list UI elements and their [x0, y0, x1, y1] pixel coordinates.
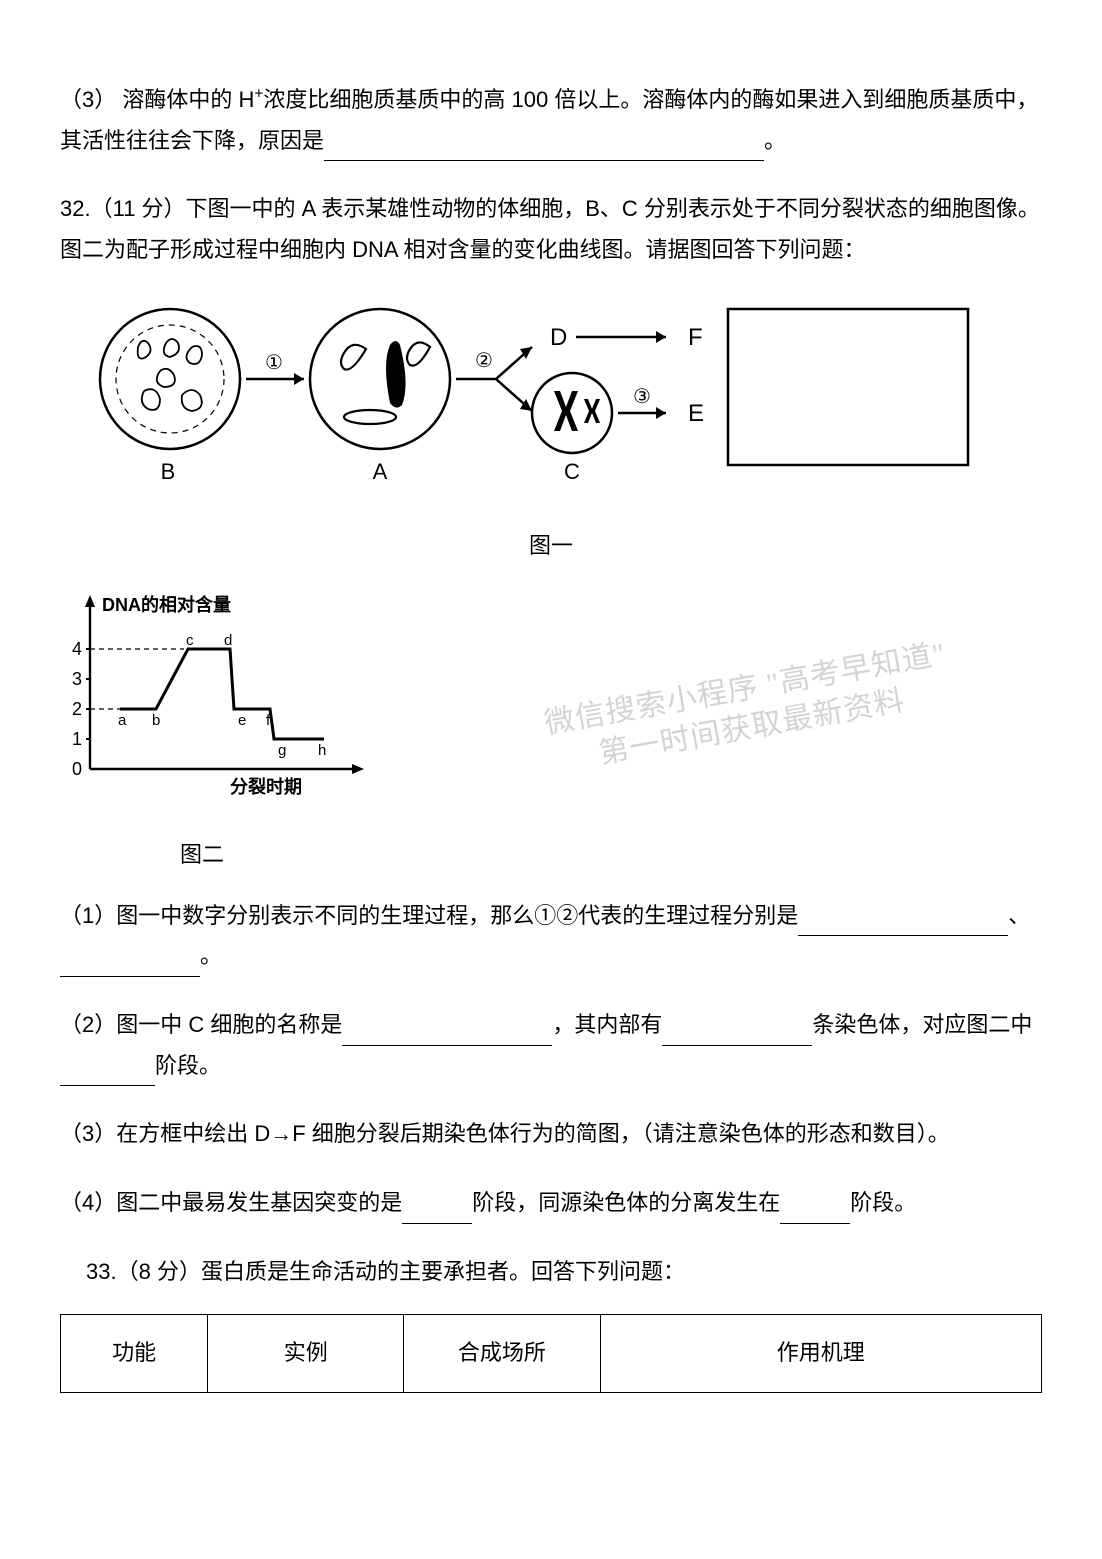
svg-text:4: 4: [72, 639, 82, 659]
q31-3-label: （3）: [60, 87, 116, 112]
figure-1-svg: B ① A ② D: [60, 299, 980, 499]
q32-1-line2tail: 。: [200, 943, 222, 968]
blank-line: [662, 1019, 812, 1045]
blank-line: [342, 1019, 552, 1045]
svg-text:1: 1: [72, 729, 82, 749]
fig1-label-B: B: [161, 459, 176, 484]
fig2-ylabel: DNA的相对含量: [102, 594, 231, 615]
watermark: 微信搜索小程序 "高考早知道" 第一时间获取最新资料: [541, 634, 955, 781]
fig1-label-C: C: [564, 459, 580, 484]
fig1-arrow3-label: ③: [633, 386, 651, 408]
q32-part4: （4）图二中最易发生基因突变的是 阶段，同源染色体的分离发生在 阶段。: [60, 1183, 1042, 1224]
q33-th-1: 功能: [61, 1315, 208, 1393]
q32-num: 32.: [60, 196, 91, 221]
q32-1-pre: （1）图一中数字分别表示不同的生理过程，那么①②代表的生理过程分别是: [60, 903, 798, 928]
svg-text:a: a: [118, 712, 127, 729]
q32-2-mid2: 条染色体，对应图二中: [812, 1012, 1032, 1037]
watermark-line1: 微信搜索小程序 "高考早知道": [541, 634, 949, 743]
q32-4-mid: 阶段，同源染色体的分离发生在: [472, 1190, 780, 1215]
blank-line: [780, 1197, 850, 1223]
q33-th-4: 作用机理: [600, 1315, 1041, 1393]
q33-text: 蛋白质是生命活动的主要承担者。回答下列问题：: [201, 1259, 685, 1284]
fig1-arrow1-label: ①: [265, 352, 283, 374]
svg-text:h: h: [318, 742, 326, 759]
q32-intro-text: 下图一中的 A 表示某雄性动物的体细胞，B、C 分别表示处于不同分裂状态的细胞图…: [60, 196, 1040, 262]
q33-th-3: 合成场所: [404, 1315, 600, 1393]
q32-4-pre: （4）图二中最易发生基因突变的是: [60, 1190, 402, 1215]
blank-line: [60, 950, 200, 976]
fig1-label-A: A: [373, 459, 388, 484]
figure-1: B ① A ② D: [60, 299, 1042, 513]
svg-text:0: 0: [72, 759, 82, 779]
watermark-line2: 第一时间获取最新资料: [548, 673, 956, 782]
q33-intro: 33.（8 分）蛋白质是生命活动的主要承担者。回答下列问题：: [60, 1252, 1042, 1293]
q32-intro: 32.（11 分）下图一中的 A 表示某雄性动物的体细胞，B、C 分别表示处于不…: [60, 189, 1042, 270]
fig1-caption: 图一: [60, 526, 1042, 567]
q33-th-2: 实例: [208, 1315, 404, 1393]
svg-text:3: 3: [72, 669, 82, 689]
figure-2-svg: DNA的相对含量 0 1 2 3 4 a b c d e f g h 分裂时期: [60, 589, 400, 809]
q32-2-mid: ，其内部有: [552, 1012, 662, 1037]
q32-3-text: （3）在方框中绘出 D→F 细胞分裂后期染色体行为的简图，（请注意染色体的形态和…: [60, 1121, 950, 1146]
blank-line: [60, 1060, 155, 1086]
q32-points: （11 分）: [91, 196, 186, 221]
svg-text:g: g: [278, 742, 286, 759]
q32-part2: （2）图一中 C 细胞的名称是 ，其内部有 条染色体，对应图二中阶段。: [60, 1005, 1042, 1086]
blank-line: [402, 1197, 472, 1223]
q33-points: （8 分）: [117, 1259, 201, 1284]
blank-line: [324, 135, 764, 161]
svg-text:e: e: [238, 712, 246, 729]
q32-part3: （3）在方框中绘出 D→F 细胞分裂后期染色体行为的简图，（请注意染色体的形态和…: [60, 1114, 1042, 1155]
q33-table: 功能 实例 合成场所 作用机理: [60, 1314, 1042, 1393]
svg-text:2: 2: [72, 699, 82, 719]
svg-text:d: d: [224, 632, 232, 649]
fig2-xlabel: 分裂时期: [230, 777, 302, 797]
fig1-label-E: E: [688, 400, 704, 427]
figure-2: DNA的相对含量 0 1 2 3 4 a b c d e f g h 分裂时期 …: [60, 589, 1042, 823]
blank-line: [798, 910, 1008, 936]
q31-3-text-a: 溶酶体中的 H: [122, 87, 254, 112]
q32-2-pre: （2）图一中 C 细胞的名称是: [60, 1012, 342, 1037]
fig2-caption: 图二: [180, 835, 260, 876]
fig1-arrow2-label: ②: [475, 350, 493, 372]
q31-3-tail: 。: [764, 128, 786, 153]
q31-part3: （3） 溶酶体中的 H+浓度比细胞质基质中的高 100 倍以上。溶酶体内的酶如果…: [60, 80, 1042, 161]
fig1-label-F: F: [688, 324, 703, 351]
fig1-label-D: D: [550, 324, 567, 351]
table-row: 功能 实例 合成场所 作用机理: [61, 1315, 1042, 1393]
svg-text:b: b: [152, 712, 160, 729]
q33-num: 33.: [86, 1259, 117, 1284]
q32-part1: （1）图一中数字分别表示不同的生理过程，那么①②代表的生理过程分别是 、 。: [60, 896, 1042, 977]
q32-2-tail: 阶段。: [155, 1053, 221, 1078]
q32-1-tail: 、: [1008, 903, 1030, 928]
svg-text:c: c: [186, 632, 194, 649]
q32-4-tail: 阶段。: [850, 1190, 916, 1215]
